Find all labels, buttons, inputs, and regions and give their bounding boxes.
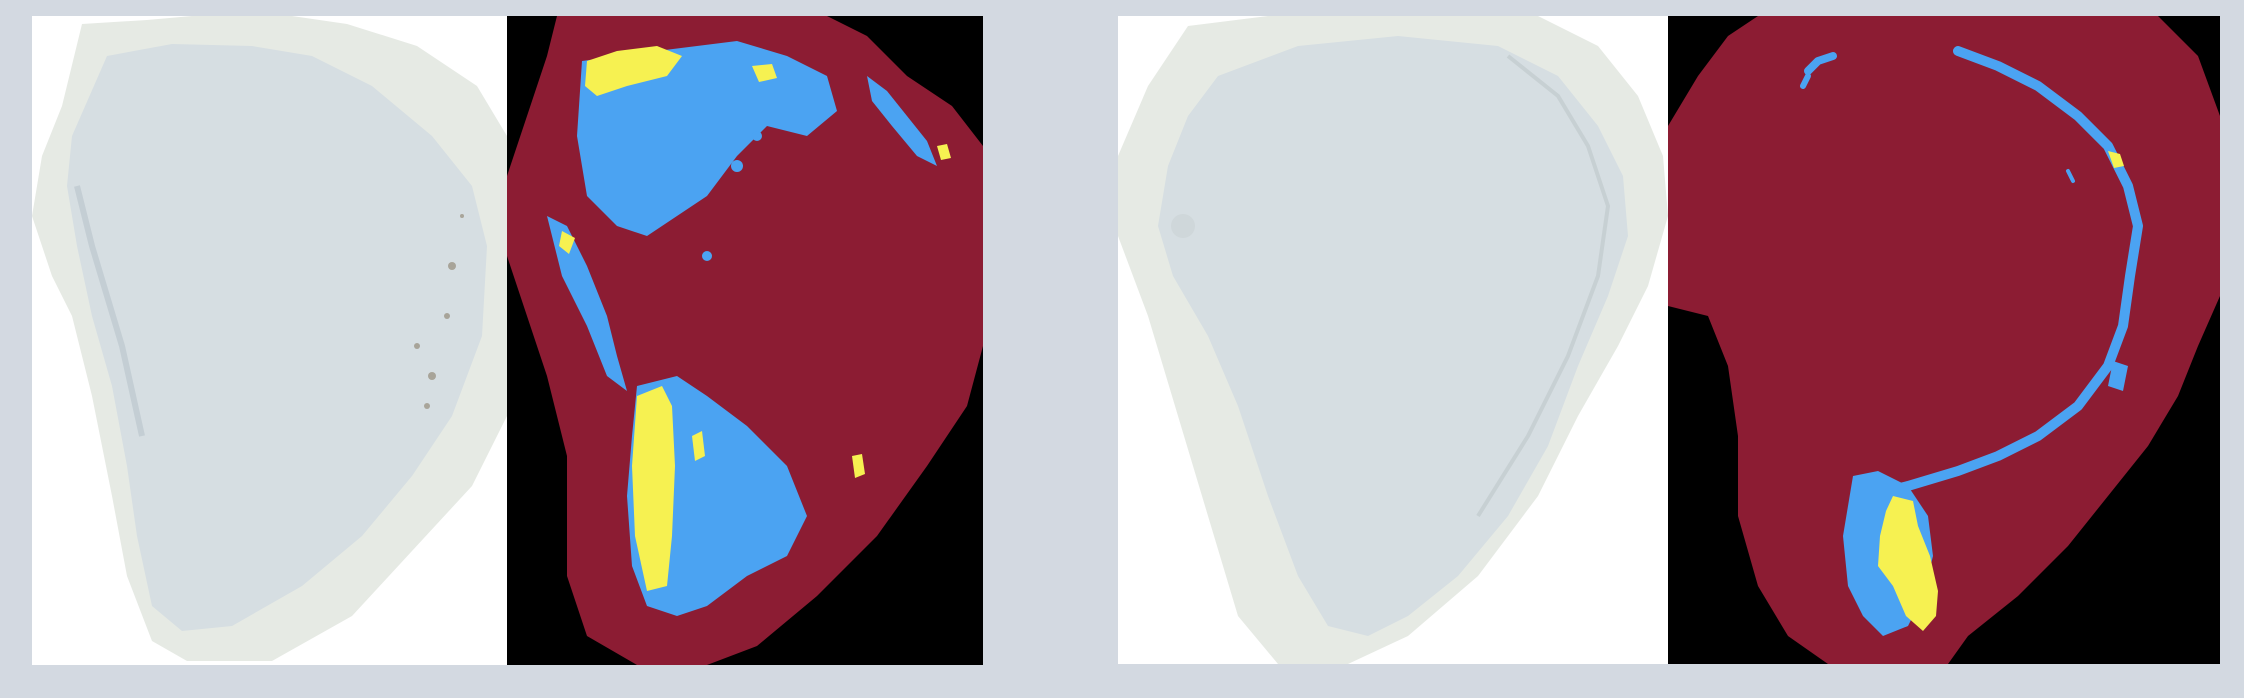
tissue-body	[67, 44, 487, 631]
segmentation-mask-2	[1668, 16, 2220, 664]
tissue-cavity	[1171, 214, 1195, 238]
tissue-membrane	[1476, 54, 1611, 518]
tissue-scan-panel-2	[1118, 16, 1668, 664]
tissue-fold	[74, 185, 145, 437]
tissue-dark-spots	[414, 214, 464, 409]
tissue-scan-panel-1	[32, 16, 507, 665]
mask-class-yellow	[559, 46, 951, 591]
mask-region	[1668, 16, 2220, 664]
tissue-scan-2	[1118, 16, 1668, 664]
mask-class-yellow	[1878, 151, 2124, 631]
segmentation-mask-panel-2	[1668, 16, 2220, 664]
mask-class-blue	[1800, 46, 2143, 501]
tissue-scan-1	[32, 16, 507, 661]
mask-class-blue	[547, 41, 937, 616]
segmentation-mask-panel-1	[507, 16, 983, 665]
segmentation-mask-1	[507, 16, 983, 665]
tissue-body	[1158, 36, 1628, 636]
